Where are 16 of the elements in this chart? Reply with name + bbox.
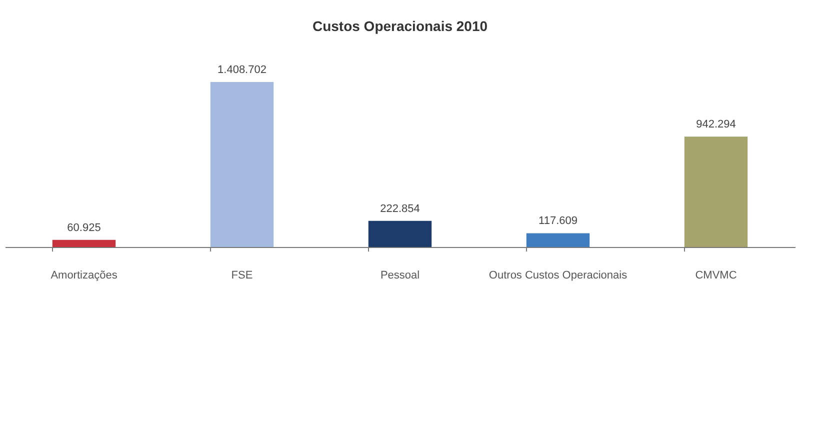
x-tick-label: Outros Custos Operacionais [488,270,628,282]
bar [210,82,274,247]
x-tick-label: Pessoal [380,270,420,282]
bar [52,240,116,247]
data-label: 60.925 [67,222,101,234]
bar [526,233,590,247]
bar [368,220,432,247]
data-label: 117.609 [538,215,578,228]
x-tick-label: FSE [231,270,253,282]
bar [684,136,748,247]
chart-title: Custos Operacionais 2010 [312,18,488,34]
data-label: 1.408.702 [218,64,266,76]
x-tick-label: Amortizações [50,270,118,282]
data-label: 222.854 [380,202,420,215]
data-label: 942.294 [696,118,736,131]
x-tick-label: CMVMC [695,270,737,282]
